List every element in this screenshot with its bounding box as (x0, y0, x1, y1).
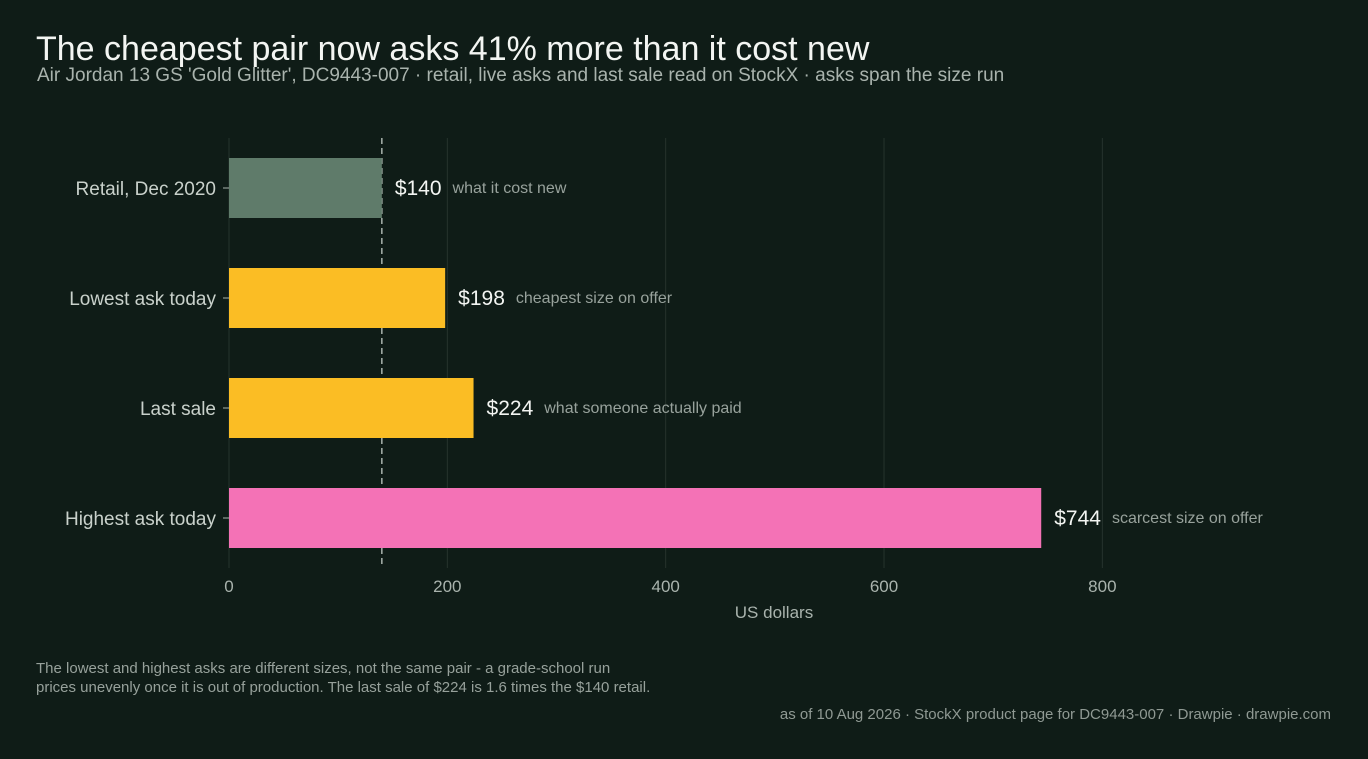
value-label: $224 (487, 397, 534, 420)
category-label: Highest ask today (65, 509, 217, 530)
x-tick-label: 200 (433, 577, 461, 596)
x-tick-label: 600 (870, 577, 898, 596)
value-label: $198 (458, 287, 505, 310)
bar (229, 158, 382, 218)
x-tick-label: 0 (224, 577, 233, 596)
axis-layer: 0 200 400 600 800 Retail, Dec 2020 Lowest ask … (65, 179, 1117, 596)
bar (229, 378, 474, 438)
footnote-line-2: prices unevenly once it is out of produc… (36, 679, 651, 696)
chart-subtitle: Air Jordan 13 GS 'Gold Glitter', DC9443-… (37, 65, 1005, 86)
chart-title: The cheapest pair now asks 41% more than… (36, 30, 870, 68)
bar (229, 488, 1042, 548)
footnote-line-1: The lowest and highest asks are differen… (36, 660, 611, 677)
category-label: Last sale (140, 399, 216, 420)
category-label: Lowest ask today (69, 289, 216, 310)
category-label: Retail, Dec 2020 (76, 179, 216, 200)
x-tick-label: 800 (1088, 577, 1116, 596)
bar-annotation: what it cost new (452, 180, 567, 197)
bar-layer: $140 what it cost new $198 cheapest size on… (229, 158, 1263, 548)
x-axis-title: US dollars (735, 603, 813, 622)
bar-annotation: scarcest size on offer (1112, 510, 1264, 527)
bar-chart: $140 what it cost new $198 cheapest size on… (65, 138, 1263, 622)
bar (229, 268, 446, 328)
source-credit: as of 10 Aug 2026 · StockX product page … (779, 706, 1331, 723)
value-label: $140 (395, 177, 442, 200)
x-tick-label: 400 (651, 577, 679, 596)
value-label: $744 (1054, 507, 1101, 530)
bar-annotation: what someone actually paid (543, 400, 741, 417)
bar-annotation: cheapest size on offer (516, 290, 673, 307)
footnote: The lowest and highest asks are differen… (36, 659, 650, 697)
